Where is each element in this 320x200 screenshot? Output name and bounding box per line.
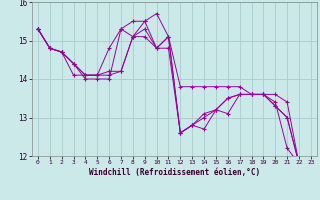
X-axis label: Windchill (Refroidissement éolien,°C): Windchill (Refroidissement éolien,°C) <box>89 168 260 177</box>
